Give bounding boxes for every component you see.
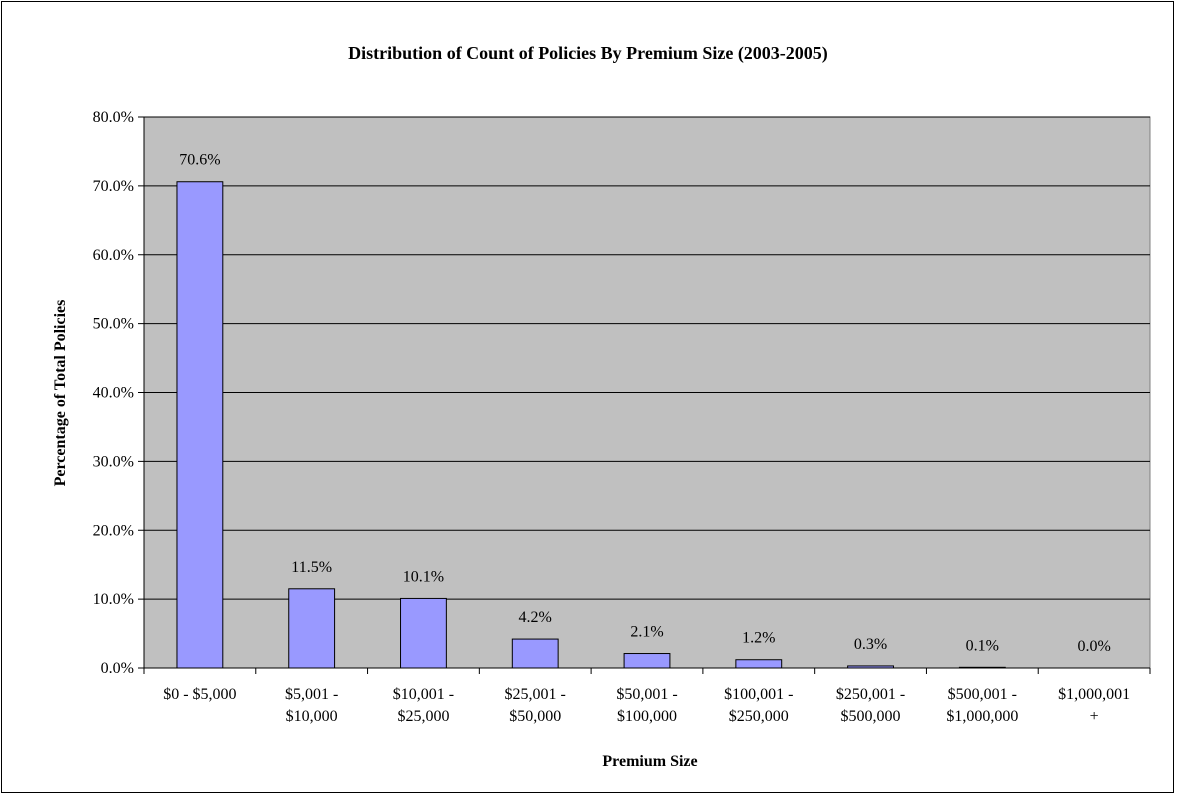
x-tick-label: $500,001 -: [948, 686, 1017, 703]
y-tick-label: 10.0%: [93, 591, 134, 608]
x-tick-label: $25,000: [397, 708, 449, 725]
plot-area: 0.0% 10.0% 20.0% 30.0% 40.0% 50.0% 60.0% 70.0% 8…: [93, 109, 1151, 725]
data-label: 2.1%: [630, 624, 663, 641]
y-tick-label: 60.0%: [93, 247, 134, 264]
y-tick-label: 30.0%: [93, 453, 134, 470]
bar: [847, 665, 894, 669]
y-tick-label: 50.0%: [93, 316, 134, 333]
y-tick-label: 70.0%: [93, 178, 134, 195]
data-label: 0.1%: [966, 637, 999, 654]
y-tick-label: 40.0%: [93, 385, 134, 402]
bar: [176, 181, 224, 669]
bar: [958, 666, 1006, 669]
data-label: 70.6%: [179, 152, 220, 169]
x-tick-label: +: [1090, 708, 1099, 725]
x-axis-title: Premium Size: [602, 753, 697, 770]
chart-title: Distribution of Count of Policies By Pre…: [348, 43, 828, 64]
x-tick-label: $1,000,001: [1058, 686, 1130, 703]
x-tick-label: $5,001 -: [285, 686, 338, 703]
x-tick-label: $100,000: [617, 708, 677, 725]
bar: [511, 638, 559, 669]
y-tick-label: 20.0%: [93, 522, 134, 539]
data-label: 4.2%: [519, 609, 552, 626]
data-label: 0.3%: [854, 636, 887, 653]
y-axis-title: Percentage of Total Policies: [52, 300, 69, 487]
x-tick-label: $250,001 -: [836, 686, 905, 703]
y-tick-label: 0.0%: [101, 660, 134, 677]
bar: [623, 653, 671, 669]
bar: [288, 588, 336, 669]
y-tick-label: 80.0%: [93, 109, 134, 126]
data-label: 10.1%: [403, 568, 444, 585]
data-label: 11.5%: [291, 559, 332, 576]
x-tick-label: $500,000: [841, 708, 901, 725]
x-tick-label: $50,001 -: [616, 686, 677, 703]
data-label: 1.2%: [742, 630, 775, 647]
x-tick-label: $250,000: [729, 708, 789, 725]
x-tick-label: $10,001 -: [393, 686, 454, 703]
x-tick-label: $50,000: [509, 708, 561, 725]
x-tick-label: $1,000,000: [946, 708, 1018, 725]
x-tick-label: $25,001 -: [505, 686, 566, 703]
x-tick-label: $100,001 -: [724, 686, 793, 703]
x-tick-label: $10,000: [286, 708, 338, 725]
data-label: 0.0%: [1077, 638, 1110, 655]
bar: [400, 597, 447, 669]
x-tick-label: $0 - $5,000: [163, 686, 236, 703]
bar: [735, 659, 783, 669]
